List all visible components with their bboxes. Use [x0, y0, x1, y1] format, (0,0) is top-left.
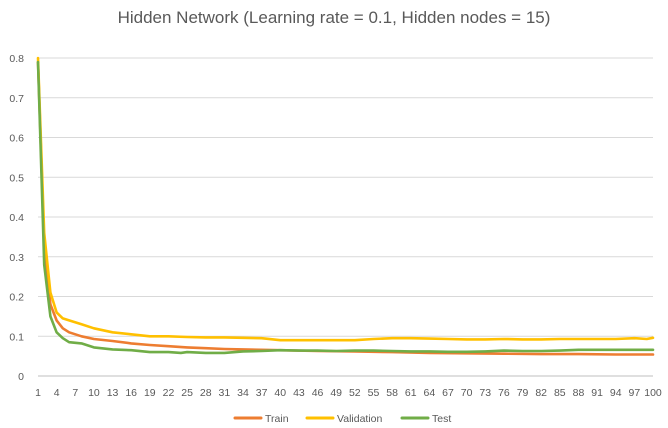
grid	[38, 57, 653, 377]
x-tick-label: 64	[424, 387, 436, 399]
y-tick-label: 0	[18, 371, 24, 383]
x-tick-label: 4	[54, 387, 60, 399]
x-tick-label: 52	[349, 387, 361, 399]
x-tick-label: 46	[312, 387, 324, 399]
y-tick-label: 0.7	[9, 93, 24, 105]
x-tick-label: 1	[35, 387, 41, 399]
x-tick-label: 82	[535, 387, 547, 399]
x-tick-label: 55	[368, 387, 380, 399]
x-tick-label: 25	[181, 387, 193, 399]
y-tick-label: 0.6	[9, 133, 24, 145]
x-tick-label: 76	[498, 387, 510, 399]
x-tick-label: 40	[274, 387, 286, 399]
y-tick-label: 0.4	[9, 212, 24, 224]
x-tick-label: 100	[644, 387, 662, 399]
x-tick-label: 79	[517, 387, 529, 399]
x-axis-ticks: 1 4 7 10 13 16 19 22 25 28 31 34 37 40 43 46 49 52 55 58 61 6…	[35, 387, 662, 399]
x-tick-label: 97	[629, 387, 641, 399]
y-tick-label: 0.2	[9, 292, 24, 304]
legend-label-test: Test	[432, 413, 451, 425]
x-tick-label: 70	[461, 387, 473, 399]
legend: Train Validation Test	[233, 413, 451, 425]
x-tick-label: 49	[330, 387, 342, 399]
x-tick-label: 7	[72, 387, 78, 399]
series-line-test	[36, 60, 655, 355]
x-tick-label: 16	[125, 387, 137, 399]
x-tick-label: 31	[219, 387, 231, 399]
x-tick-label: 73	[479, 387, 491, 399]
x-tick-label: 19	[144, 387, 156, 399]
y-tick-label: 0.5	[9, 172, 24, 184]
x-tick-label: 37	[256, 387, 268, 399]
y-tick-label: 0.3	[9, 252, 24, 264]
x-tick-label: 67	[442, 387, 454, 399]
y-tick-label: 0.1	[9, 331, 24, 343]
x-tick-label: 94	[610, 387, 622, 399]
x-tick-label: 13	[107, 387, 119, 399]
x-tick-label: 61	[405, 387, 417, 399]
x-tick-label: 43	[293, 387, 305, 399]
legend-label-validation: Validation	[337, 413, 382, 425]
x-tick-label: 22	[163, 387, 175, 399]
chart-title: Hidden Network (Learning rate = 0.1, Hid…	[117, 8, 551, 27]
y-tick-label: 0.8	[9, 53, 24, 65]
x-tick-label: 58	[386, 387, 398, 399]
x-tick-label: 85	[554, 387, 566, 399]
x-tick-label: 10	[88, 387, 100, 399]
x-tick-label: 28	[200, 387, 212, 399]
legend-label-train: Train	[265, 413, 289, 425]
series-line-validation	[36, 56, 655, 342]
x-tick-label: 88	[573, 387, 585, 399]
series-line-train	[36, 60, 655, 356]
series-lines	[36, 56, 655, 356]
x-tick-label: 91	[591, 387, 603, 399]
x-tick-label: 34	[237, 387, 249, 399]
y-axis-ticks: 0 0.1 0.2 0.3 0.4 0.5 0.6 0.7 0.8	[9, 53, 24, 383]
